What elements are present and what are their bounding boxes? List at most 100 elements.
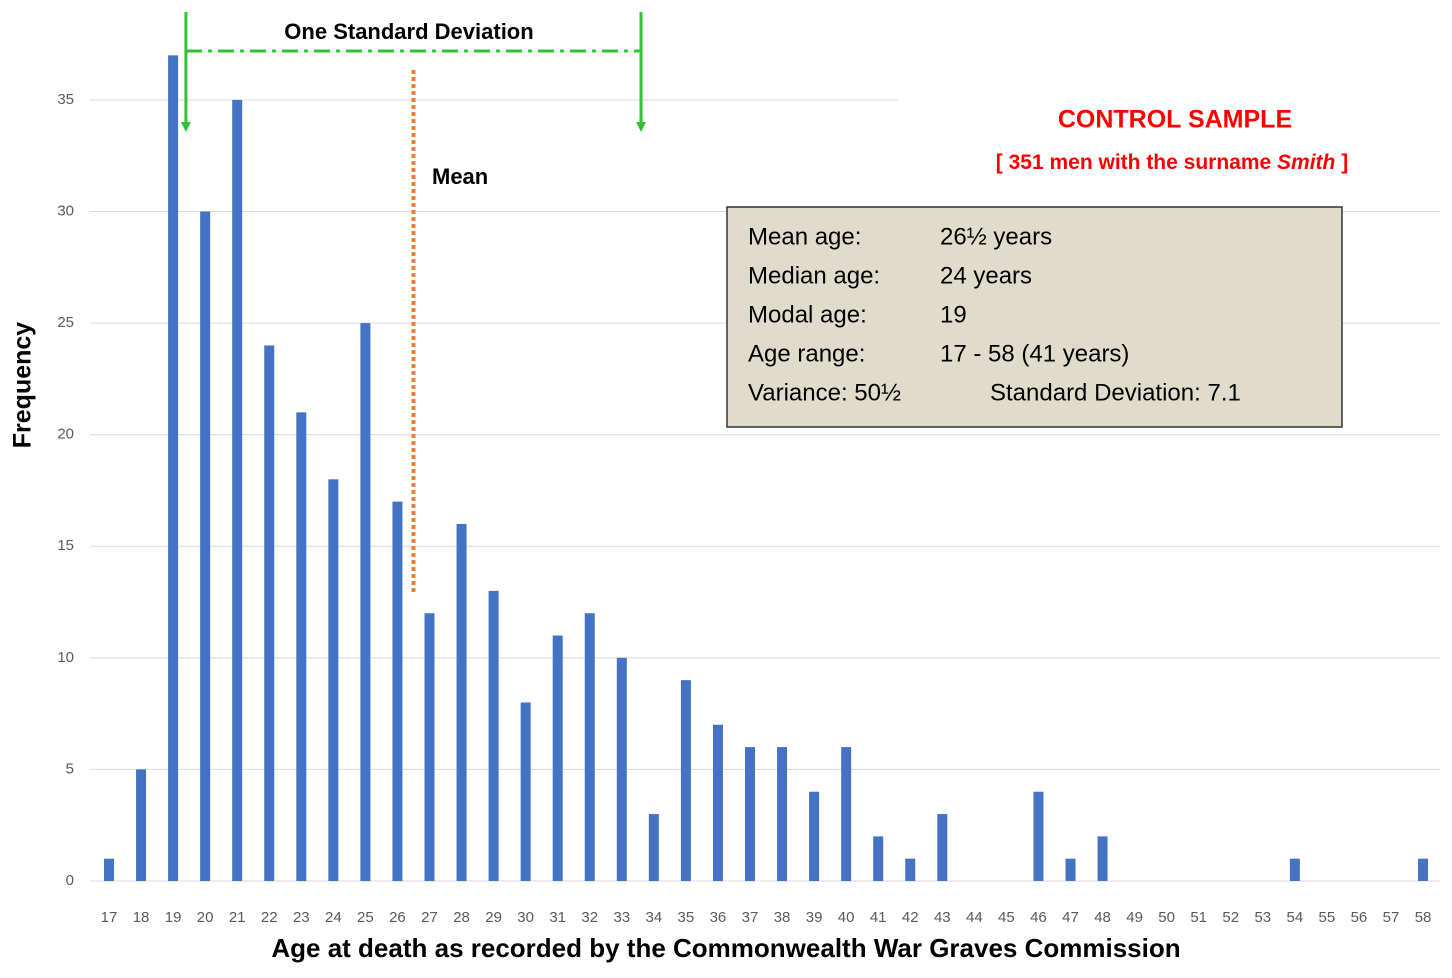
subtitle-part: Smith xyxy=(1277,151,1335,174)
y-tick-label: 15 xyxy=(57,537,74,554)
x-tick-label: 53 xyxy=(1254,909,1271,926)
bar xyxy=(616,657,627,881)
x-tick-label: 34 xyxy=(646,909,663,926)
bar xyxy=(1065,858,1076,881)
bar xyxy=(168,55,179,881)
x-tick-label: 38 xyxy=(774,909,791,926)
bar xyxy=(296,412,307,881)
sd-arrowhead xyxy=(180,122,191,132)
x-tick-label: 27 xyxy=(421,909,438,926)
x-tick-label: 18 xyxy=(133,909,150,926)
bar xyxy=(584,613,595,881)
y-tick-label: 30 xyxy=(57,202,74,219)
x-tick-label: 44 xyxy=(966,909,983,926)
bar xyxy=(648,814,659,881)
bar xyxy=(456,523,467,881)
x-tick-label: 49 xyxy=(1126,909,1143,926)
stats-label: Variance: 50½ xyxy=(748,379,901,406)
stats-box xyxy=(726,206,1343,428)
bar xyxy=(488,590,499,881)
chart-subtitle: [ 351 men with the surname Smith ] xyxy=(996,151,1348,174)
mean-label: Mean xyxy=(432,164,488,189)
x-tick-label: 45 xyxy=(998,909,1015,926)
x-tick-label: 43 xyxy=(934,909,951,926)
x-tick-label: 40 xyxy=(838,909,855,926)
x-tick-label: 25 xyxy=(357,909,374,926)
stats-label: Mean age: xyxy=(748,223,861,250)
bar xyxy=(328,479,339,881)
x-tick-label: 28 xyxy=(453,909,470,926)
x-tick-label: 32 xyxy=(581,909,598,926)
x-tick-label: 48 xyxy=(1094,909,1111,926)
stats-label: Age range: xyxy=(748,340,865,367)
bar xyxy=(200,211,211,882)
x-tick-label: 51 xyxy=(1190,909,1207,926)
x-tick-label: 33 xyxy=(613,909,630,926)
bar xyxy=(520,702,531,881)
stats-value: 26½ years xyxy=(940,223,1052,250)
subtitle-part: ] xyxy=(1335,151,1348,174)
bar xyxy=(104,858,114,881)
x-tick-label: 19 xyxy=(165,909,182,926)
bar xyxy=(1033,791,1044,881)
bar xyxy=(1289,858,1300,881)
x-tick-label: 31 xyxy=(549,909,566,926)
x-tick-label: 29 xyxy=(485,909,502,926)
bar xyxy=(360,323,371,882)
x-tick-label: 30 xyxy=(517,909,534,926)
y-tick-label: 20 xyxy=(57,426,74,443)
y-tick-label: 0 xyxy=(66,872,74,889)
x-tick-label: 42 xyxy=(902,909,919,926)
bar xyxy=(905,858,916,881)
bar xyxy=(136,769,147,881)
x-tick-label: 46 xyxy=(1030,909,1047,926)
x-tick-label: 47 xyxy=(1062,909,1079,926)
sd-label: One Standard Deviation xyxy=(284,19,533,44)
stats-label: Modal age: xyxy=(748,301,867,328)
bar xyxy=(937,814,948,881)
stats-value: 24 years xyxy=(940,262,1032,289)
bar xyxy=(841,747,852,881)
bar xyxy=(873,836,884,881)
y-axis-label: Frequency xyxy=(9,322,37,449)
sd-arrowhead xyxy=(636,122,647,132)
bar xyxy=(712,724,723,881)
x-tick-label: 17 xyxy=(101,909,118,926)
x-tick-label: 54 xyxy=(1287,909,1304,926)
bar xyxy=(552,635,563,881)
y-tick-label: 5 xyxy=(66,760,74,777)
x-tick-label: 26 xyxy=(389,909,406,926)
x-tick-label: 50 xyxy=(1158,909,1175,926)
x-tick-label: 20 xyxy=(197,909,214,926)
x-tick-label: 22 xyxy=(261,909,278,926)
title-backdrop xyxy=(898,90,1448,190)
stats-label: Median age: xyxy=(748,262,880,289)
y-tick-label: 25 xyxy=(57,314,74,331)
stats-value: 17 - 58 (41 years) xyxy=(940,340,1129,367)
x-tick-label: 55 xyxy=(1319,909,1336,926)
x-tick-label: 35 xyxy=(678,909,695,926)
chart-title: CONTROL SAMPLE xyxy=(1058,106,1292,134)
x-tick-label: 36 xyxy=(710,909,727,926)
stats-value: Standard Deviation: 7.1 xyxy=(990,379,1241,406)
subtitle-part: [ 351 men with the surname xyxy=(996,151,1277,174)
x-tick-label: 21 xyxy=(229,909,246,926)
stats-value: 19 xyxy=(940,301,967,328)
x-tick-label: 41 xyxy=(870,909,887,926)
x-axis-label: Age at death as recorded by the Commonwe… xyxy=(271,933,1180,963)
bar xyxy=(745,747,755,881)
x-tick-label: 57 xyxy=(1383,909,1400,926)
x-tick-label: 58 xyxy=(1415,909,1432,926)
y-tick-label: 35 xyxy=(57,91,74,108)
x-tick-label: 52 xyxy=(1222,909,1239,926)
y-tick-label: 10 xyxy=(57,649,74,666)
bar xyxy=(232,99,243,881)
bar xyxy=(777,747,788,881)
bar xyxy=(1418,858,1429,881)
bar xyxy=(680,680,691,881)
bar xyxy=(264,345,275,882)
x-tick-label: 24 xyxy=(325,909,342,926)
bar xyxy=(809,791,820,881)
x-tick-label: 37 xyxy=(742,909,759,926)
